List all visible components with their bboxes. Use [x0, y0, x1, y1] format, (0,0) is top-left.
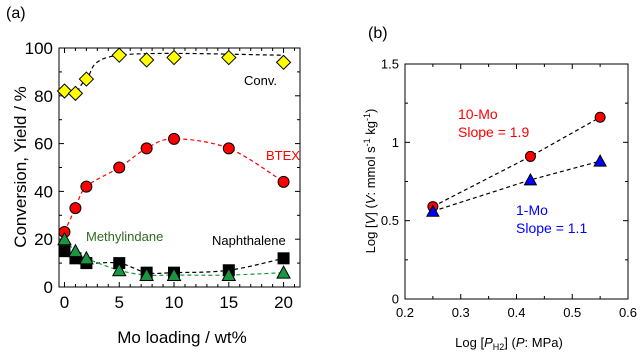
y-tick-label: 0.5	[381, 213, 399, 228]
data-point-3-7	[276, 265, 291, 279]
series-label-methylindane: Methylindane	[86, 229, 163, 244]
annotation-10mo-slope: Slope = 1.9	[458, 124, 529, 140]
panel-a-xlabel: Mo loading / wt%	[117, 328, 246, 347]
data-point-3-1	[68, 243, 83, 258]
series-label-naphthalene: Naphthalene	[212, 233, 286, 248]
xlabel-part-3: ] (	[504, 335, 516, 350]
x-tick-label: 0.4	[507, 305, 525, 320]
y-tick-label: 40	[34, 182, 53, 201]
data-point-0-7	[275, 54, 292, 71]
series-label-conv: Conv.	[244, 73, 277, 88]
series-line-1	[432, 160, 601, 212]
panel-a-plot: 0 5 10 15 20 0 20 40 60 80 100	[25, 39, 301, 312]
data-point-3-0	[57, 231, 72, 246]
series-line-1	[63, 138, 284, 233]
data-point-1-6	[222, 142, 235, 155]
x-tick-label: 0.3	[452, 305, 470, 320]
panel-b-ylabel: Log [V] (V: mmol s-1 kg-1)	[362, 109, 378, 254]
ylabel-part-6: kg	[363, 121, 378, 138]
data-point-1-3	[113, 161, 126, 174]
data-point-3-4	[139, 267, 154, 282]
ylabel-part-1: V	[363, 214, 378, 224]
y-tick-label: 60	[34, 135, 53, 154]
panel-a: (a) 0 5 10 15 20 0 20 40 60 80 100 Mo loading / wt…	[6, 5, 301, 347]
annotation-1mo-slope: Slope = 1.1	[516, 220, 587, 236]
x-tick-label: 0	[60, 293, 69, 312]
data-point-0-1	[67, 85, 84, 102]
data-point-0-4	[138, 52, 155, 68]
x-tick-label: 0.6	[619, 305, 637, 320]
y-tick-label: 0	[44, 278, 53, 297]
plot-frame	[404, 63, 629, 300]
xlabel-part-1: P	[484, 335, 493, 350]
data-point-1-4	[140, 142, 153, 155]
x-tick-label: 0.5	[563, 305, 581, 320]
data-point-3-2	[79, 250, 94, 265]
data-point-1-1	[69, 202, 82, 215]
xlabel-part-0: Log [	[455, 335, 484, 350]
y-tick-label: 1.5	[381, 57, 399, 72]
data-point-1-7	[277, 175, 290, 188]
ylabel-part-3: V	[363, 194, 378, 204]
x-tick-label: 0.2	[396, 305, 414, 320]
xlabel-part-4: P	[516, 335, 525, 350]
data-point-3-5	[166, 267, 182, 282]
ylabel-part-0: Log [	[363, 224, 378, 253]
data-point-3-6	[221, 267, 237, 282]
data-point-2-7	[277, 252, 290, 265]
panel-b-label: (b)	[368, 25, 388, 42]
ylabel-part-2: ] (	[363, 204, 378, 216]
series-label-btex: BTEX	[266, 148, 300, 163]
x-tick-label: 20	[274, 293, 293, 312]
x-tick-label: 15	[219, 293, 238, 312]
series-line-0	[432, 116, 601, 208]
data-point-0-0	[56, 83, 73, 99]
data-point-0-2	[594, 111, 606, 123]
y-tick-label: 1	[392, 135, 399, 150]
x-tick-label: 10	[165, 293, 184, 312]
data-point-0-6	[221, 49, 237, 66]
data-point-1-5	[168, 132, 181, 145]
data-point-1-1	[523, 172, 538, 186]
y-tick-label: 100	[25, 39, 53, 58]
data-point-0-3	[111, 47, 127, 63]
data-point-1-2	[80, 180, 93, 193]
data-point-1-2	[593, 154, 607, 167]
data-point-2-0	[58, 245, 71, 258]
annotation-10mo-name: 10-Mo	[458, 106, 498, 122]
y-tick-label: 0	[392, 292, 399, 307]
panel-b-plot: 0.2 0.3 0.4 0.5 0.6 0 0.5 1 1.5	[381, 57, 637, 320]
panel-a-label: (a)	[6, 5, 26, 22]
y-tick-label: 20	[34, 230, 53, 249]
panel-a-ylabel: Conversion, Yield / %	[11, 86, 30, 248]
x-tick-label: 5	[115, 293, 124, 312]
panel-b: (b) 0.2 0.3 0.4 0.5 0.600.511.5 Log [PH2] (P…	[362, 25, 637, 352]
data-point-1-0	[426, 204, 440, 217]
annotation-1mo-name: 1-Mo	[516, 202, 548, 218]
ylabel-part-5: -1	[362, 138, 372, 146]
ylabel-part-8: )	[363, 109, 378, 113]
y-tick-label: 80	[34, 87, 53, 106]
data-point-0-2	[78, 71, 95, 87]
ylabel-part-7: -1	[362, 113, 372, 121]
xlabel-part-2: H2	[493, 342, 505, 352]
panel-b-xlabel: Log [PH2] (P: MPa)	[455, 335, 563, 352]
data-point-3-3	[111, 262, 127, 277]
data-point-0-1	[524, 150, 536, 162]
xlabel-part-5: : MPa)	[525, 335, 563, 350]
ylabel-part-4: : mmol s	[363, 146, 378, 196]
data-point-0-5	[166, 49, 182, 66]
